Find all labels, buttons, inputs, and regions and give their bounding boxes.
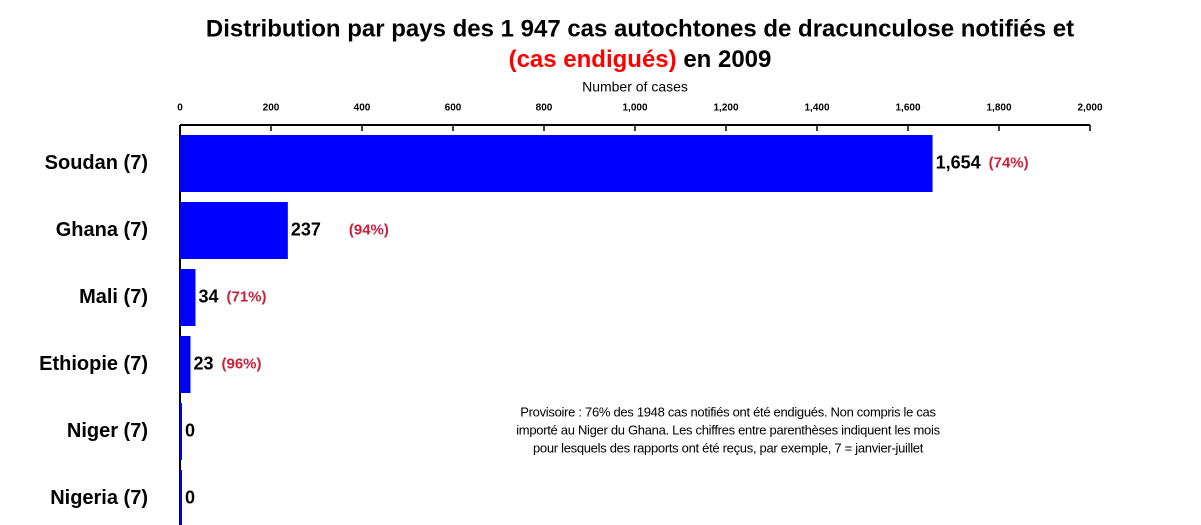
note-line: importé au Niger du Ghana. Les chiffres … — [516, 422, 940, 437]
x-tick-label: 200 — [263, 103, 280, 114]
y-tick-label: Nigeria (7) — [50, 487, 148, 509]
x-tick-label: 1,000 — [622, 103, 647, 114]
value-label: 34 — [198, 286, 218, 306]
value-label: 1,654 — [936, 152, 981, 172]
y-tick-label: Soudan (7) — [45, 152, 148, 174]
value-label: 237 — [291, 219, 321, 239]
contained-label: (74%) — [989, 154, 1029, 171]
x-tick-label: 2,000 — [1077, 103, 1102, 114]
x-tick-label: 0 — [177, 103, 183, 114]
bar — [180, 269, 196, 326]
x-tick-label: 600 — [445, 103, 462, 114]
x-tick-label: 1,600 — [895, 103, 920, 114]
title-red: (cas endigués) — [509, 46, 677, 73]
note-line: pour lesquels des rapports ont été reçus… — [533, 440, 924, 455]
x-tick-label: 400 — [354, 103, 371, 114]
bar — [180, 336, 191, 393]
contained-label: (71%) — [227, 288, 267, 305]
y-tick-label: Mali (7) — [79, 286, 148, 308]
chart-title-line2: (cas endigués) en 2009 — [509, 46, 772, 73]
value-label: 23 — [193, 353, 213, 373]
contained-label: (94%) — [349, 221, 389, 238]
x-axis-title: Number of cases — [582, 79, 688, 95]
x-tick-label: 1,800 — [986, 103, 1011, 114]
bar — [180, 202, 288, 259]
x-tick-label: 1,200 — [713, 103, 738, 114]
title-black: en 2009 — [683, 46, 771, 73]
y-tick-label: Niger (7) — [67, 420, 148, 442]
contained-label: (96%) — [221, 355, 261, 372]
y-tick-label: Ethiopie (7) — [39, 353, 148, 375]
value-label: 0 — [185, 420, 195, 440]
y-tick-label: Ghana (7) — [56, 219, 148, 241]
chart-title: Distribution par pays des 1 947 cas auto… — [206, 15, 1074, 42]
bar — [180, 470, 182, 525]
x-tick-label: 1,400 — [804, 103, 829, 114]
bar — [180, 403, 182, 460]
note-line: Provisoire : 76% des 1948 cas notifiés o… — [520, 404, 936, 419]
x-tick-label: 800 — [536, 103, 553, 114]
value-label: 0 — [185, 487, 195, 507]
bar — [180, 135, 933, 192]
